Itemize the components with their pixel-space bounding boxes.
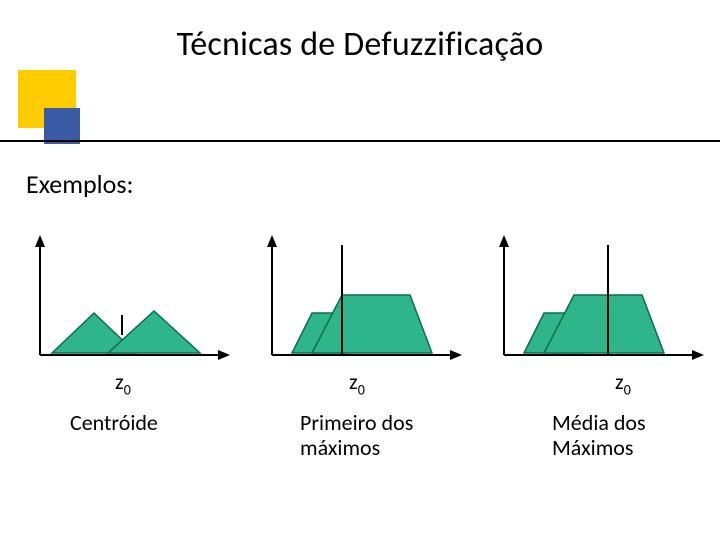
z-var: z — [349, 368, 358, 395]
z-var: z — [115, 368, 124, 395]
z0-label: z0 — [615, 368, 631, 398]
x-axis-arrow-icon — [218, 350, 230, 360]
title-underline — [0, 140, 720, 142]
z0-label: z0 — [349, 368, 365, 398]
chart-caption-centroide: Centróide — [70, 410, 158, 435]
fuzzy-set-shape — [312, 295, 432, 353]
z-sub: 0 — [624, 381, 631, 398]
page-title: Técnicas de Defuzzificação — [0, 24, 720, 65]
z-sub: 0 — [358, 381, 365, 398]
chart-caption-primeiro: Primeiro dos máximos — [300, 410, 413, 461]
deco-blue-square — [44, 108, 80, 144]
chart-media-maximos — [494, 235, 704, 365]
subtitle: Exemplos: — [26, 168, 133, 200]
z-sub: 0 — [124, 381, 131, 398]
z0-label: z0 — [115, 368, 131, 398]
z-var: z — [615, 368, 624, 395]
y-axis-arrow-icon — [267, 235, 277, 247]
chart-caption-media: Média dos Máximos — [552, 410, 646, 461]
chart-primeiro-maximos — [262, 235, 462, 365]
y-axis-arrow-icon — [35, 235, 45, 247]
x-axis-arrow-icon — [692, 350, 704, 360]
y-axis-arrow-icon — [499, 235, 509, 247]
x-axis-arrow-icon — [450, 350, 462, 360]
chart-centroide — [30, 235, 230, 365]
fuzzy-set-shape — [544, 295, 664, 353]
slide: Técnicas de Defuzzificação Exemplos: z0 … — [0, 0, 720, 540]
